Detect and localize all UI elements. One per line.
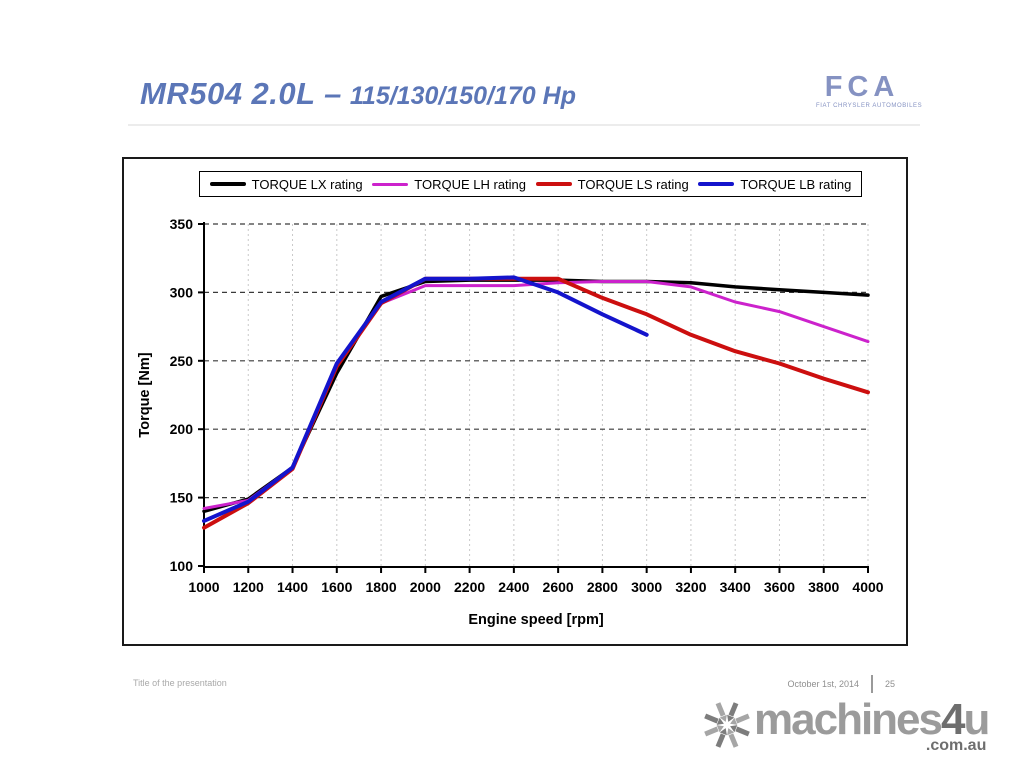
svg-text:150: 150: [170, 490, 194, 506]
plot-area: 100 150 200 250 300 350 1000 1200 1400 1600 1800 20…: [137, 216, 884, 628]
svg-text:3200: 3200: [675, 579, 706, 595]
page-title: MR504 2.0L –115/130/150/170 Hp: [140, 76, 576, 112]
svg-text:3800: 3800: [808, 579, 839, 595]
svg-text:250: 250: [170, 353, 194, 369]
brand-domain: .com.au: [925, 737, 987, 754]
brand-num: 4: [940, 695, 966, 744]
brand-text: machines: [754, 695, 943, 744]
svg-text:Torque [Nm]: Torque [Nm]: [137, 352, 153, 437]
fca-logo: FCA FIAT CHRYSLER AUTOMOBILES: [816, 71, 923, 109]
footer-title: Title of the presentation: [133, 678, 227, 688]
svg-text:2000: 2000: [410, 579, 441, 595]
svg-text:2800: 2800: [587, 579, 618, 595]
snowflake-icon: [704, 702, 750, 748]
svg-text:4000: 4000: [852, 579, 883, 595]
lx-line-swatch: [209, 182, 246, 186]
svg-text:100: 100: [170, 558, 194, 574]
lb-label: TORQUE LB rating: [740, 176, 852, 192]
svg-text:300: 300: [170, 284, 194, 300]
legend-item-lb: TORQUE LB rating: [698, 177, 851, 192]
svg-text:2600: 2600: [543, 579, 574, 595]
lh-label: TORQUE LH rating: [414, 176, 527, 192]
legend-item-lx: TORQUE LX rating: [209, 176, 363, 192]
torque-chart: 100 150 200 250 300 350 1000 1200 1400 1600 1800 20…: [122, 157, 908, 646]
svg-text:1200: 1200: [233, 579, 264, 595]
svg-text:200: 200: [170, 421, 194, 437]
svg-text:1400: 1400: [277, 579, 308, 595]
svg-text:1800: 1800: [365, 579, 396, 595]
lh-line-swatch: [372, 182, 409, 186]
lb-line-swatch: [698, 182, 735, 186]
ls-label: TORQUE LS rating: [577, 176, 689, 192]
svg-text:1000: 1000: [188, 579, 219, 595]
legend-item-lh: TORQUE LH rating: [372, 177, 526, 192]
footer-meta: October 1st, 2014 25: [755, 672, 895, 696]
footer-date: October 1st, 2014: [787, 679, 859, 689]
svg-text:1600: 1600: [321, 579, 352, 595]
footer-page-number: 25: [884, 679, 895, 689]
svg-text:3600: 3600: [764, 579, 795, 595]
legend-item-ls: TORQUE LS rating: [535, 176, 689, 192]
svg-text:2200: 2200: [454, 579, 485, 595]
ls-line-swatch: [535, 182, 572, 186]
chart-legend: TORQUE LX rating TORQUE LH rating TORQUE…: [199, 171, 862, 197]
svg-text:Engine speed [rpm]: Engine speed [rpm]: [468, 612, 604, 628]
header-divider: [128, 124, 920, 126]
title-main: MR504 2.0L –: [140, 76, 342, 111]
svg-text:3000: 3000: [631, 579, 662, 595]
fca-subtext: FIAT CHRYSLER AUTOMOBILES: [816, 103, 923, 109]
svg-text:2400: 2400: [498, 579, 529, 595]
title-sub: 115/130/150/170 Hp: [349, 82, 576, 110]
machines4u-wordmark: machines4u .com.au: [754, 695, 990, 754]
svg-text:3400: 3400: [720, 579, 751, 595]
svg-text:350: 350: [170, 216, 194, 232]
brand-u: u: [963, 695, 990, 744]
fca-wordmark: FCA: [824, 71, 900, 103]
footer-separator: [870, 675, 873, 693]
lx-label: TORQUE LX rating: [251, 176, 363, 192]
machines4u-watermark: machines4u .com.au: [700, 695, 990, 754]
